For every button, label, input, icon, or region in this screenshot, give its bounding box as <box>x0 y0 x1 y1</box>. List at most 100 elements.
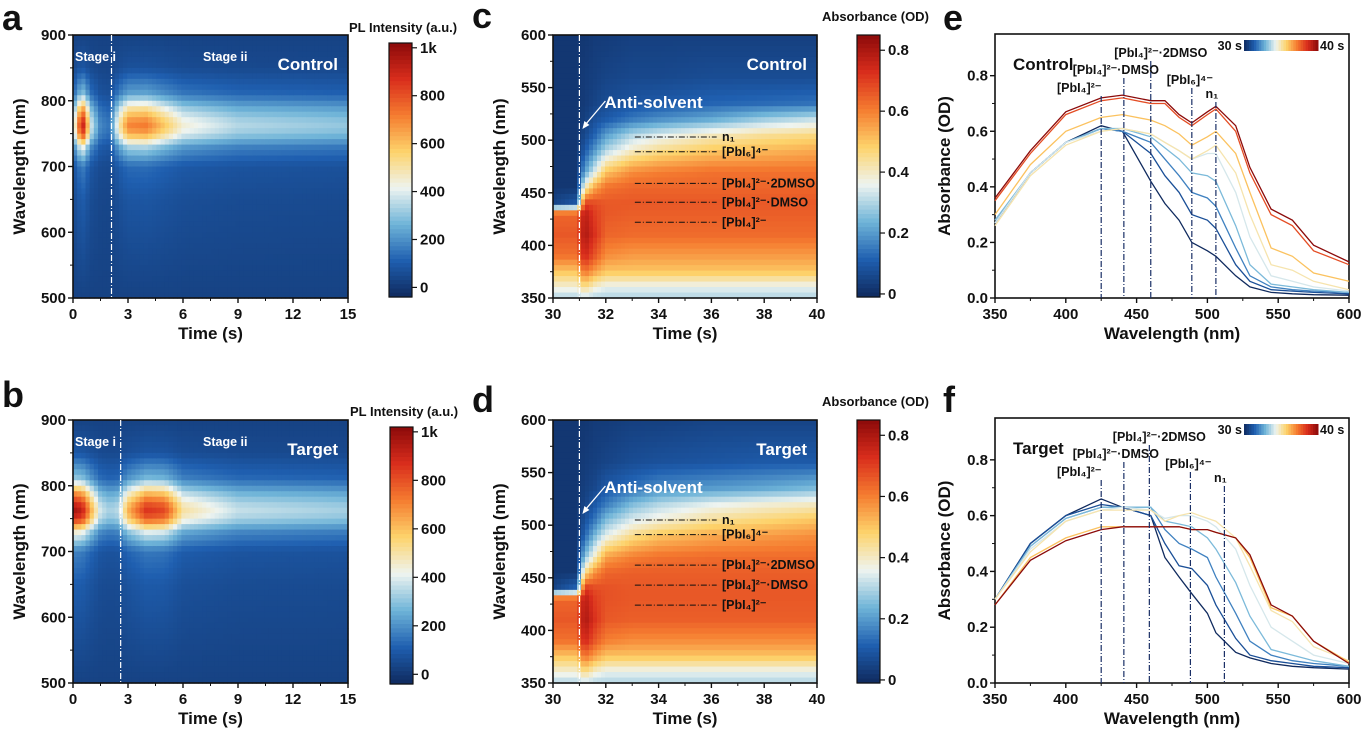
heatmap-cell <box>143 67 149 74</box>
heatmap-cell <box>202 111 207 118</box>
heatmap-cell <box>281 259 287 266</box>
heatmap-cell <box>289 171 295 179</box>
heatmap-cell <box>127 276 132 283</box>
heatmap-cell <box>281 128 287 135</box>
heatmap-cell <box>206 496 212 503</box>
heatmap-cell <box>206 292 212 299</box>
heatmap-cell <box>214 502 220 509</box>
heatmap-cell <box>264 281 270 288</box>
heatmap-cell <box>85 496 91 503</box>
heatmap-cell <box>285 144 291 151</box>
heatmap-cell <box>248 292 253 299</box>
heatmap-cell <box>185 144 191 151</box>
heatmap-cell <box>110 117 116 124</box>
heatmap-cell <box>273 259 278 266</box>
heatmap-cell <box>118 171 124 179</box>
heatmap-cell <box>202 430 207 438</box>
heatmap-cell <box>73 237 78 244</box>
heatmap-cell <box>218 529 224 536</box>
heatmap-cell <box>139 666 145 673</box>
heatmap-cell <box>331 100 337 107</box>
heatmap-cell <box>173 259 178 266</box>
heatmap-cell <box>273 95 278 102</box>
heatmap-cell <box>89 463 95 470</box>
heatmap-cell <box>127 128 132 135</box>
heatmap-cell <box>143 106 149 113</box>
heatmap-cell <box>98 650 103 657</box>
heatmap-cell <box>148 106 153 113</box>
heatmap-cell <box>218 215 224 222</box>
heatmap-cell <box>98 56 103 63</box>
heatmap-cell <box>139 430 145 438</box>
heatmap-cell <box>193 78 199 85</box>
heatmap-cell <box>327 62 332 69</box>
heatmap-cell <box>139 551 145 558</box>
heatmap-cell <box>168 221 174 228</box>
heatmap-cell <box>285 100 291 107</box>
heatmap-cell <box>127 150 132 157</box>
heatmap-cell <box>73 232 78 239</box>
heatmap-cell <box>185 650 191 657</box>
heatmap-cell <box>306 117 312 124</box>
heatmap-cell <box>206 144 212 151</box>
heatmap-cell <box>323 35 328 42</box>
heatmap-cell <box>139 567 145 575</box>
heatmap-cell <box>106 259 112 266</box>
heatmap-cell <box>114 243 120 250</box>
heatmap-cell <box>148 447 153 454</box>
heatmap-cell <box>139 595 145 602</box>
heatmap-cell <box>273 139 278 146</box>
heatmap-cell <box>135 67 141 74</box>
heatmap-cell <box>193 502 199 509</box>
heatmap-cell <box>123 133 128 140</box>
heatmap-cell <box>235 166 241 173</box>
heatmap-cell <box>143 177 149 184</box>
heatmap-cell <box>73 51 78 58</box>
heatmap-cell <box>343 254 349 261</box>
heatmap-cell <box>277 204 282 211</box>
heatmap-cell <box>81 611 87 618</box>
heatmap-cell <box>156 122 162 129</box>
heatmap-cell <box>227 161 232 168</box>
heatmap-cell <box>298 95 303 102</box>
heatmap-cell <box>164 133 170 140</box>
heatmap-cell <box>160 655 166 662</box>
heatmap-cell <box>277 215 282 222</box>
heatmap-cell <box>118 89 124 96</box>
heatmap-cell <box>189 458 195 465</box>
heatmap-cell <box>189 210 195 217</box>
heatmap-cell <box>227 122 232 129</box>
heatmap-cell <box>110 650 116 657</box>
heatmap-cell <box>177 496 182 503</box>
heatmap-cell <box>135 139 141 146</box>
heatmap-cell <box>152 469 157 476</box>
heatmap-cell <box>127 480 132 487</box>
heatmap-cell <box>114 177 120 184</box>
heatmap-cell <box>310 100 316 107</box>
heatmap-cell <box>189 139 195 146</box>
heatmap-cell <box>73 578 78 585</box>
heatmap-cell <box>302 35 307 42</box>
heatmap-cell <box>293 45 299 53</box>
heatmap-cell <box>168 35 174 42</box>
heatmap-cell <box>106 122 112 129</box>
heatmap-cell <box>252 193 257 200</box>
heatmap-cell <box>177 133 182 140</box>
heatmap-cell <box>252 161 257 168</box>
heatmap-cell <box>223 210 228 217</box>
heatmap-cell <box>248 248 253 255</box>
heatmap-cell <box>285 210 291 217</box>
heatmap-cell <box>118 56 124 63</box>
heatmap-cell <box>318 188 324 195</box>
heatmap-cell <box>106 655 112 662</box>
heatmap-cell <box>314 100 320 107</box>
heatmap-cell <box>114 502 120 509</box>
heatmap-cell <box>73 672 78 679</box>
heatmap-cell <box>85 524 91 531</box>
heatmap-cell <box>289 95 295 102</box>
heatmap-cell <box>181 40 187 47</box>
heatmap-cell <box>189 226 195 233</box>
heatmap-cell <box>164 546 170 553</box>
heatmap-cell <box>210 644 216 651</box>
heatmap-cell <box>168 210 174 217</box>
